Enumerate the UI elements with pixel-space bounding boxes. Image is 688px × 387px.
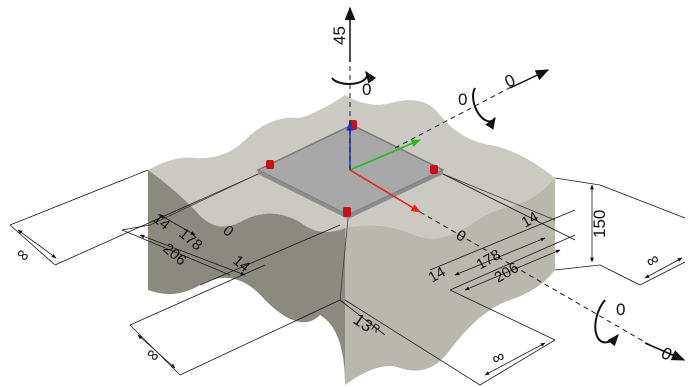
rotation-z-moment-label: 0 [362,80,371,99]
y-axis [394,84,516,149]
rotation-z-load-label: 45 [330,26,349,45]
bottom-right-dimensions [344,289,556,386]
rotation-y-force-label: 0 [502,70,519,91]
right-dimensions [429,173,686,291]
rotation-y-moment-label: 0 [458,90,467,109]
rotation-arrow-icon [594,299,619,347]
infinite-bottom-left-label: ∞ [142,344,164,366]
rotation-arrow-icon [331,71,377,85]
right-edge-label: 14 [519,208,542,231]
force-arrow-icon [509,69,550,89]
infinite-left-label: ∞ [12,244,34,266]
right-edge-2-label: 14 [426,263,449,286]
block-left-face [148,170,345,385]
radius-leader [339,299,386,336]
rotation-x-force-label: 0 [658,343,675,364]
infinite-right-label: ∞ [643,249,663,272]
force-arrow-icon [644,342,686,361]
left-dimensions [9,169,341,286]
bottom-left-dimensions [129,264,341,376]
rotation-x-moment-label: 0 [616,300,625,319]
infinite-bottom-right-label: ∞ [489,346,508,368]
thickness-label: 150 [590,210,609,238]
rotation-arrow-icon [472,87,496,130]
